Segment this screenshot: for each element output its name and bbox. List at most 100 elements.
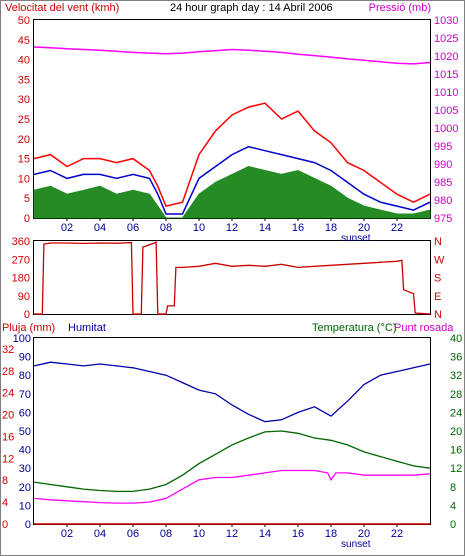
rain-y-tick-label: 8 <box>2 475 8 487</box>
temperature-y-tick-label: 40 <box>450 333 462 345</box>
temperature-y-tick-label: 32 <box>450 370 462 382</box>
temperature-y-tick-label: 12 <box>450 463 462 475</box>
wind-gust-line <box>33 102 431 207</box>
wind-y-tick-label: 20 <box>18 134 30 146</box>
pressure-y-tick-label: 995 <box>434 141 452 153</box>
wind-y-tick-label: 25 <box>18 114 30 126</box>
wind-direction-plot-area <box>33 240 431 315</box>
temperature-y-tick-label: 4 <box>450 500 456 512</box>
pressure-axis-label: Pressió (mb) <box>369 2 431 14</box>
pressure-y-tick-label: 980 <box>434 195 452 207</box>
temp-sunset-label: sunset <box>341 539 371 550</box>
pressure-line <box>33 46 431 65</box>
pressure-y-tick-label: 1010 <box>434 87 458 99</box>
wind-y-tick-label: 45 <box>18 35 30 47</box>
temperature-axis-label: Temperatura (°C) <box>312 322 396 334</box>
dewpoint-axis-label: Punt rosada <box>394 322 454 334</box>
humidity-line <box>33 361 431 423</box>
temperature-y-tick-label: 24 <box>450 407 462 419</box>
data-series <box>33 46 431 525</box>
pressure-y-tick-label: 975 <box>434 213 452 225</box>
wind-y-tick-label: 10 <box>18 173 30 185</box>
humidity-y-tick-label: 70 <box>19 389 31 401</box>
temp-humidity-plot-area <box>33 337 431 525</box>
rain-y-tick-label: 0 <box>2 519 8 531</box>
wind-x-tick-label: 02 <box>61 222 73 234</box>
rain-y-tick-label: 12 <box>2 453 14 465</box>
pressure-y-tick-label: 1025 <box>434 33 458 45</box>
direction-y-tick-label: 0 <box>24 309 30 321</box>
wind-y-tick-label: 0 <box>24 213 30 225</box>
wind-x-tick-label: 10 <box>193 222 205 234</box>
pressure-y-tick-label: 1020 <box>434 51 458 63</box>
temp-x-tick-label: 10 <box>193 528 205 540</box>
humidity-y-tick-label: 60 <box>19 407 31 419</box>
pressure-y-tick-label: 1000 <box>434 123 458 135</box>
temperature-y-tick-label: 8 <box>450 482 456 494</box>
wind-x-tick-label: 20 <box>358 222 370 234</box>
humidity-y-tick-label: 10 <box>19 500 31 512</box>
temperature-y-tick-label: 20 <box>450 426 462 438</box>
temp-x-tick-label: 12 <box>226 528 238 540</box>
wind-x-tick-label: 04 <box>94 222 106 234</box>
humidity-y-tick-label: 0 <box>25 519 31 531</box>
direction-compass-label: N <box>434 309 442 321</box>
humidity-y-tick-label: 40 <box>19 445 31 457</box>
temp-x-tick-label: 22 <box>391 528 403 540</box>
rain-y-tick-label: 20 <box>2 410 14 422</box>
temp-x-tick-label: 06 <box>127 528 139 540</box>
direction-compass-label: S <box>434 273 441 285</box>
humidity-axis-label: Humitat <box>68 322 106 334</box>
pressure-y-tick-label: 1015 <box>434 69 458 81</box>
humidity-y-tick-label: 80 <box>19 370 31 382</box>
temp-x-tick-label: 18 <box>325 528 337 540</box>
pressure-y-tick-label: 990 <box>434 159 452 171</box>
wind-sunset-label: sunset <box>341 233 371 244</box>
chart-title: 24 hour graph day : 14 Abril 2006 <box>170 2 333 14</box>
wind-x-tick-label: 08 <box>160 222 172 234</box>
direction-compass-label: N <box>434 236 442 248</box>
temp-x-tick-label: 14 <box>259 528 271 540</box>
dewpoint-line <box>33 469 431 504</box>
rain-y-tick-label: 32 <box>2 344 14 356</box>
wind-y-tick-label: 5 <box>24 193 30 205</box>
direction-compass-label: W <box>434 254 445 266</box>
wind-x-tick-label: 16 <box>292 222 304 234</box>
rain-y-tick-label: 28 <box>2 366 14 378</box>
rain-y-tick-label: 16 <box>2 431 14 443</box>
temperature-y-tick-label: 28 <box>450 389 462 401</box>
pressure-y-tick-label: 1030 <box>434 15 458 27</box>
temperature-line <box>33 430 431 493</box>
direction-y-tick-label: 180 <box>12 273 30 285</box>
rain-y-tick-label: 24 <box>2 388 14 400</box>
humidity-y-tick-label: 20 <box>19 482 31 494</box>
wind-y-tick-label: 50 <box>18 15 30 27</box>
temp-x-tick-label: 02 <box>61 528 73 540</box>
temp-x-tick-label: 16 <box>292 528 304 540</box>
pressure-y-tick-label: 1005 <box>434 105 458 117</box>
rain-y-tick-label: 4 <box>2 497 8 509</box>
temp-x-tick-label: 20 <box>358 528 370 540</box>
temperature-y-tick-label: 0 <box>450 519 456 531</box>
wind-y-tick-label: 15 <box>18 154 30 166</box>
temp-x-tick-label: 04 <box>94 528 106 540</box>
rain-axis-label: Pluja (mm) <box>2 322 55 334</box>
wind-gust-area <box>33 165 431 219</box>
direction-y-tick-label: 360 <box>12 236 30 248</box>
temperature-y-tick-label: 16 <box>450 445 462 457</box>
wind-x-tick-label: 18 <box>325 222 337 234</box>
wind-y-tick-label: 30 <box>18 94 30 106</box>
direction-compass-label: E <box>434 291 441 303</box>
wind-x-tick-label: 12 <box>226 222 238 234</box>
humidity-y-tick-label: 50 <box>19 426 31 438</box>
wind-y-tick-label: 40 <box>18 55 30 67</box>
humidity-y-tick-label: 30 <box>19 463 31 475</box>
wind-x-tick-label: 22 <box>391 222 403 234</box>
humidity-y-tick-label: 90 <box>19 352 31 364</box>
wind-x-tick-label: 06 <box>127 222 139 234</box>
direction-y-tick-label: 270 <box>12 254 30 266</box>
direction-y-tick-label: 90 <box>18 291 30 303</box>
temp-x-tick-label: 08 <box>160 528 172 540</box>
temperature-y-tick-label: 36 <box>450 352 462 364</box>
